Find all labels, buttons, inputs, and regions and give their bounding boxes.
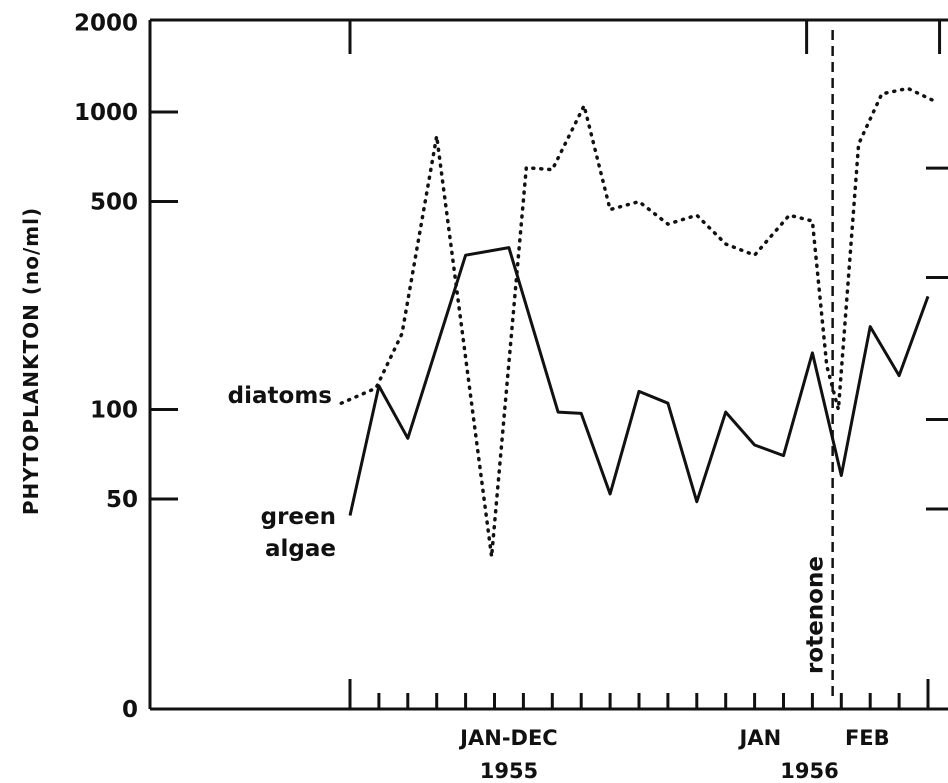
plot-frame [148,18,948,711]
y-tick-label: 100 [90,398,138,424]
y-tick-label: 2000 [74,10,138,36]
y-tick-label: 500 [90,190,138,216]
series-label-diatoms: diatoms [228,383,332,409]
series-label-algae: algae [265,536,336,562]
y-axis-label: PHYTOPLANKTON (no/ml) [19,207,43,515]
series-line-diatoms [339,86,939,559]
year-label-1955: 1955 [480,759,538,783]
series-line-green-algae [348,246,930,516]
y-tick-label: 1000 [74,100,138,126]
y-tick-label: 50 [106,487,138,513]
rotenone-label: rotenone [803,556,829,674]
x-label-feb: FEB [845,726,890,750]
x-label-jan-dec: JAN-DEC [458,726,558,750]
y-tick-label: 0 [122,697,138,723]
series-layer [339,30,939,700]
year-label-1956: 1956 [780,759,838,783]
series-label-green: green [261,504,336,530]
x-axis-ticks [348,20,942,709]
text-labels: rotenone diatoms green algae JAN-DEC JAN FEB 19… [228,383,890,783]
x-label-jan: JAN [738,726,782,750]
